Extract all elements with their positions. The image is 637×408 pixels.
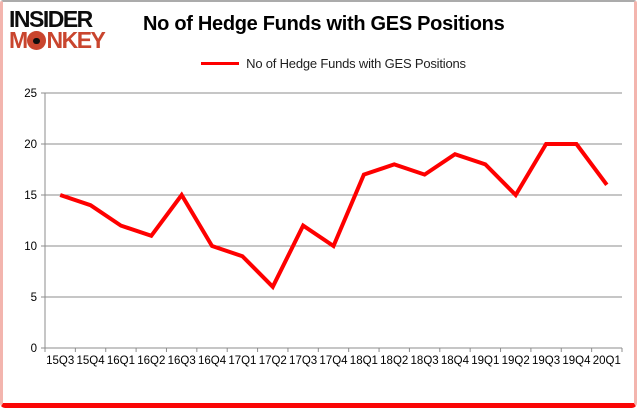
y-tick-label-10: 10 — [24, 241, 37, 253]
x-tick-label-17Q1: 17Q1 — [228, 355, 256, 367]
insider-monkey-logo: INSIDER M NKEY — [9, 6, 106, 54]
x-tick-label-16Q4: 16Q4 — [198, 355, 227, 367]
x-tick-label-17Q4: 17Q4 — [319, 355, 348, 367]
x-tick-label-17Q3: 17Q3 — [289, 355, 317, 367]
y-tick-label-15: 15 — [24, 190, 37, 202]
x-tick-label-16Q2: 16Q2 — [137, 355, 165, 367]
x-tick-label-18Q1: 18Q1 — [350, 355, 378, 367]
logo-monkey-eye-icon — [27, 31, 46, 51]
x-tick-label-19Q3: 19Q3 — [532, 355, 560, 367]
x-tick-label-20Q1: 20Q1 — [593, 355, 621, 367]
y-tick-label-0: 0 — [31, 343, 37, 355]
x-tick-label-16Q3: 16Q3 — [168, 355, 196, 367]
x-tick-label-17Q2: 17Q2 — [259, 355, 287, 367]
legend-line-swatch — [201, 62, 240, 65]
x-tick-label-19Q1: 19Q1 — [471, 355, 499, 367]
y-tick-label-20: 20 — [24, 139, 37, 151]
x-tick-label-18Q4: 18Q4 — [441, 355, 470, 367]
x-tick-label-18Q3: 18Q3 — [411, 355, 439, 367]
x-tick-label-15Q4: 15Q4 — [76, 355, 105, 367]
x-tick-label-18Q2: 18Q2 — [380, 355, 408, 367]
chart-title: No of Hedge Funds with GES Positions — [143, 13, 505, 35]
y-tick-label-25: 25 — [24, 88, 37, 100]
y-tick-label-5: 5 — [31, 292, 37, 304]
x-tick-label-19Q2: 19Q2 — [502, 355, 530, 367]
legend-label: No of Hedge Funds with GES Positions — [246, 56, 466, 71]
x-tick-label-16Q1: 16Q1 — [107, 355, 135, 367]
logo-line-monkey: M NKEY — [9, 27, 106, 54]
x-tick-label-15Q3: 15Q3 — [46, 355, 74, 367]
chart-legend: No of Hedge Funds with GES Positions — [45, 56, 622, 71]
series-line — [59, 142, 609, 291]
x-tick-label-19Q4: 19Q4 — [562, 355, 591, 367]
logo-line-insider: INSIDER — [9, 6, 93, 32]
